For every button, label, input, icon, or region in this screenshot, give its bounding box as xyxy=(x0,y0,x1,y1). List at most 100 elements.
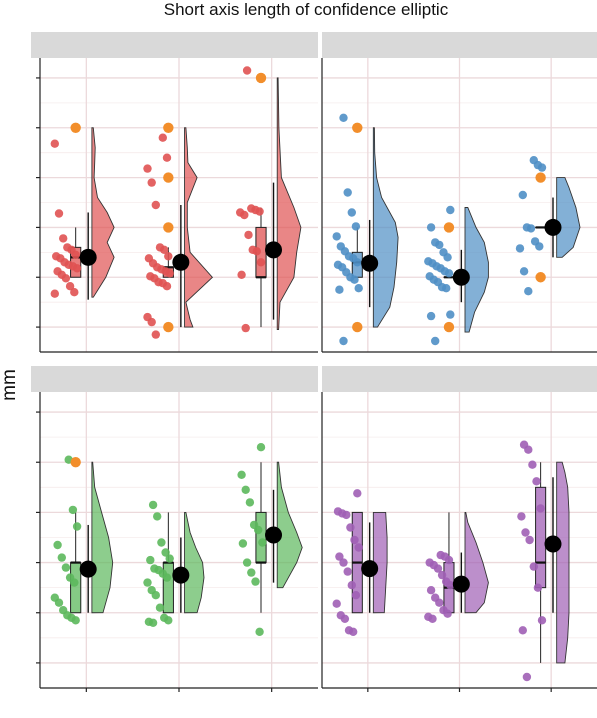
mean-point xyxy=(172,253,190,271)
data-point xyxy=(437,570,447,580)
density-violin xyxy=(464,511,489,614)
data-point xyxy=(242,66,252,75)
data-point xyxy=(350,535,359,545)
data-point xyxy=(443,253,452,262)
data-point xyxy=(519,267,529,276)
outlier-point xyxy=(163,222,174,233)
facet-strip xyxy=(31,32,318,58)
data-point xyxy=(343,188,352,197)
box xyxy=(255,511,267,564)
data-point xyxy=(444,269,454,278)
density-violin xyxy=(556,461,570,664)
data-point xyxy=(72,522,82,531)
data-point xyxy=(146,555,155,565)
outlier-point xyxy=(163,321,174,333)
data-point xyxy=(536,504,545,513)
data-point xyxy=(535,242,544,251)
data-point xyxy=(68,505,78,515)
data-point xyxy=(524,287,533,296)
chart-title: Short axis length of confidence elliptic xyxy=(164,0,449,19)
data-point xyxy=(350,275,359,284)
data-point xyxy=(515,244,525,253)
data-point xyxy=(426,311,436,321)
facet-panel xyxy=(31,32,318,353)
mean-point xyxy=(452,575,470,593)
outlier-point xyxy=(163,122,174,133)
data-point xyxy=(252,247,261,256)
outlier-point xyxy=(443,222,455,233)
data-point xyxy=(61,563,71,572)
data-point xyxy=(148,500,158,510)
facet-panel xyxy=(321,366,597,692)
data-point xyxy=(353,258,362,267)
density-violin xyxy=(276,77,302,331)
data-point xyxy=(528,460,537,469)
density-violin xyxy=(184,127,214,328)
data-point xyxy=(255,627,264,636)
data-point xyxy=(50,139,59,148)
data-point xyxy=(339,336,348,346)
data-point xyxy=(241,323,250,333)
data-point xyxy=(533,583,543,592)
data-point xyxy=(57,553,66,562)
density-violin xyxy=(91,461,114,614)
data-point xyxy=(517,512,526,521)
data-point xyxy=(524,445,533,454)
outlier-point xyxy=(352,321,363,333)
data-point xyxy=(148,618,158,627)
data-point xyxy=(151,591,160,600)
data-point xyxy=(255,207,264,216)
data-point xyxy=(522,672,532,682)
data-point xyxy=(240,210,249,220)
density-violin xyxy=(276,461,303,589)
data-point xyxy=(435,598,444,607)
density-violin xyxy=(184,511,205,614)
data-point xyxy=(340,614,350,623)
data-point xyxy=(242,558,252,567)
data-point xyxy=(256,443,266,452)
density-violin xyxy=(372,127,399,328)
data-point xyxy=(521,528,530,537)
data-point xyxy=(143,578,152,587)
data-point xyxy=(518,626,527,635)
mean-point xyxy=(79,248,97,266)
facet-strip xyxy=(31,366,318,392)
data-point xyxy=(155,603,165,612)
data-point xyxy=(332,232,341,241)
mean-point xyxy=(361,254,379,272)
data-point xyxy=(162,573,172,582)
data-point xyxy=(65,282,75,291)
data-point xyxy=(158,133,167,142)
density-violin xyxy=(372,511,388,614)
outlier-point xyxy=(163,172,174,183)
box xyxy=(70,562,82,614)
data-point xyxy=(70,288,79,297)
facet-panel xyxy=(321,32,597,353)
outlier-point xyxy=(443,321,455,333)
data-point xyxy=(237,270,246,279)
outlier-point xyxy=(255,72,267,84)
density-violin xyxy=(464,207,489,333)
data-point xyxy=(433,564,443,573)
data-point xyxy=(435,240,444,250)
data-point xyxy=(258,538,267,547)
data-point xyxy=(72,264,82,273)
density-violin xyxy=(91,127,115,298)
data-point xyxy=(353,489,362,498)
data-point xyxy=(446,310,455,319)
data-point xyxy=(335,552,344,561)
facet-panel xyxy=(31,366,318,692)
data-point xyxy=(161,548,170,557)
data-point xyxy=(347,581,356,590)
data-point xyxy=(164,252,173,261)
data-point xyxy=(342,510,351,520)
mean-point xyxy=(544,535,562,553)
data-point xyxy=(443,609,452,618)
outlier-point xyxy=(535,172,546,183)
data-point xyxy=(165,554,174,563)
data-point xyxy=(61,274,71,283)
facet-strip xyxy=(322,32,597,58)
data-point xyxy=(526,224,536,233)
data-point xyxy=(446,205,455,215)
mean-point xyxy=(544,218,562,236)
